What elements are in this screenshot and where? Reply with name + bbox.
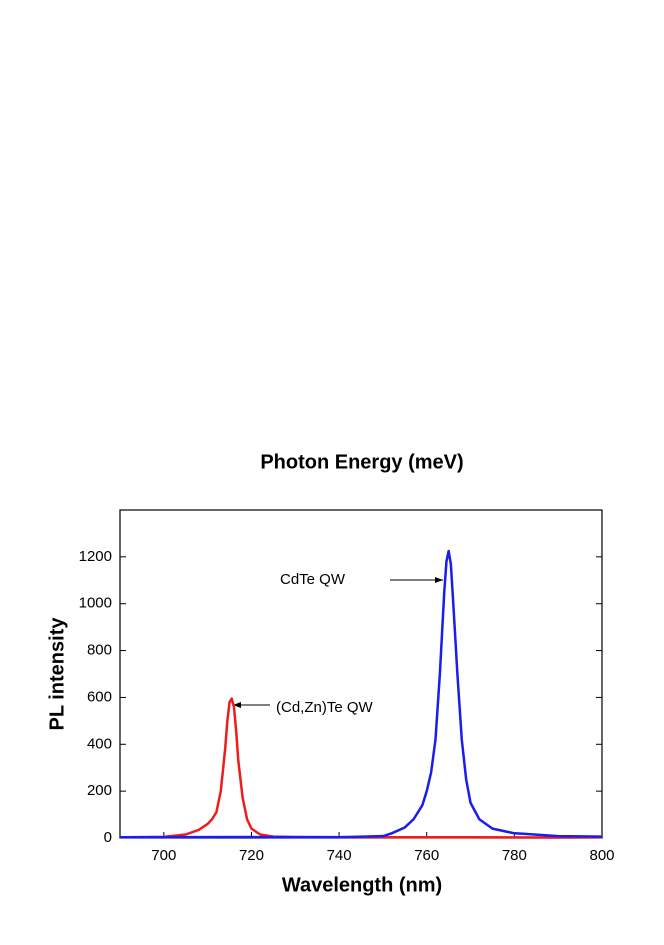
y-tick-label: 1200 <box>79 548 112 565</box>
x-tick-label: 720 <box>239 847 264 864</box>
y-tick-label: 200 <box>87 782 112 799</box>
spectrum-line <box>119 697 603 839</box>
x-tick-label: 780 <box>502 847 527 864</box>
plot-frame <box>119 509 603 839</box>
x-axis-title: Wavelength (nm) <box>282 874 442 896</box>
y-tick-label: 400 <box>87 735 112 752</box>
x-tick-label: 760 <box>414 847 439 864</box>
annotation: CdTe QW <box>280 571 346 588</box>
y-tick-label: 800 <box>87 642 112 659</box>
annotation: (Cd,Zn)Te QW <box>276 699 374 716</box>
y-tick-label: 0 <box>104 829 112 846</box>
x-tick-label: 700 <box>151 847 176 864</box>
y-axis-title: PL intensity <box>46 617 68 731</box>
y-tick-label: 1000 <box>79 595 112 612</box>
x-tick-label: 740 <box>327 847 352 864</box>
y-tick-label: 600 <box>87 688 112 705</box>
spectrum-line <box>119 549 603 839</box>
chart-title: Photon Energy (meV) <box>260 451 463 473</box>
x-tick-label: 800 <box>589 847 614 864</box>
